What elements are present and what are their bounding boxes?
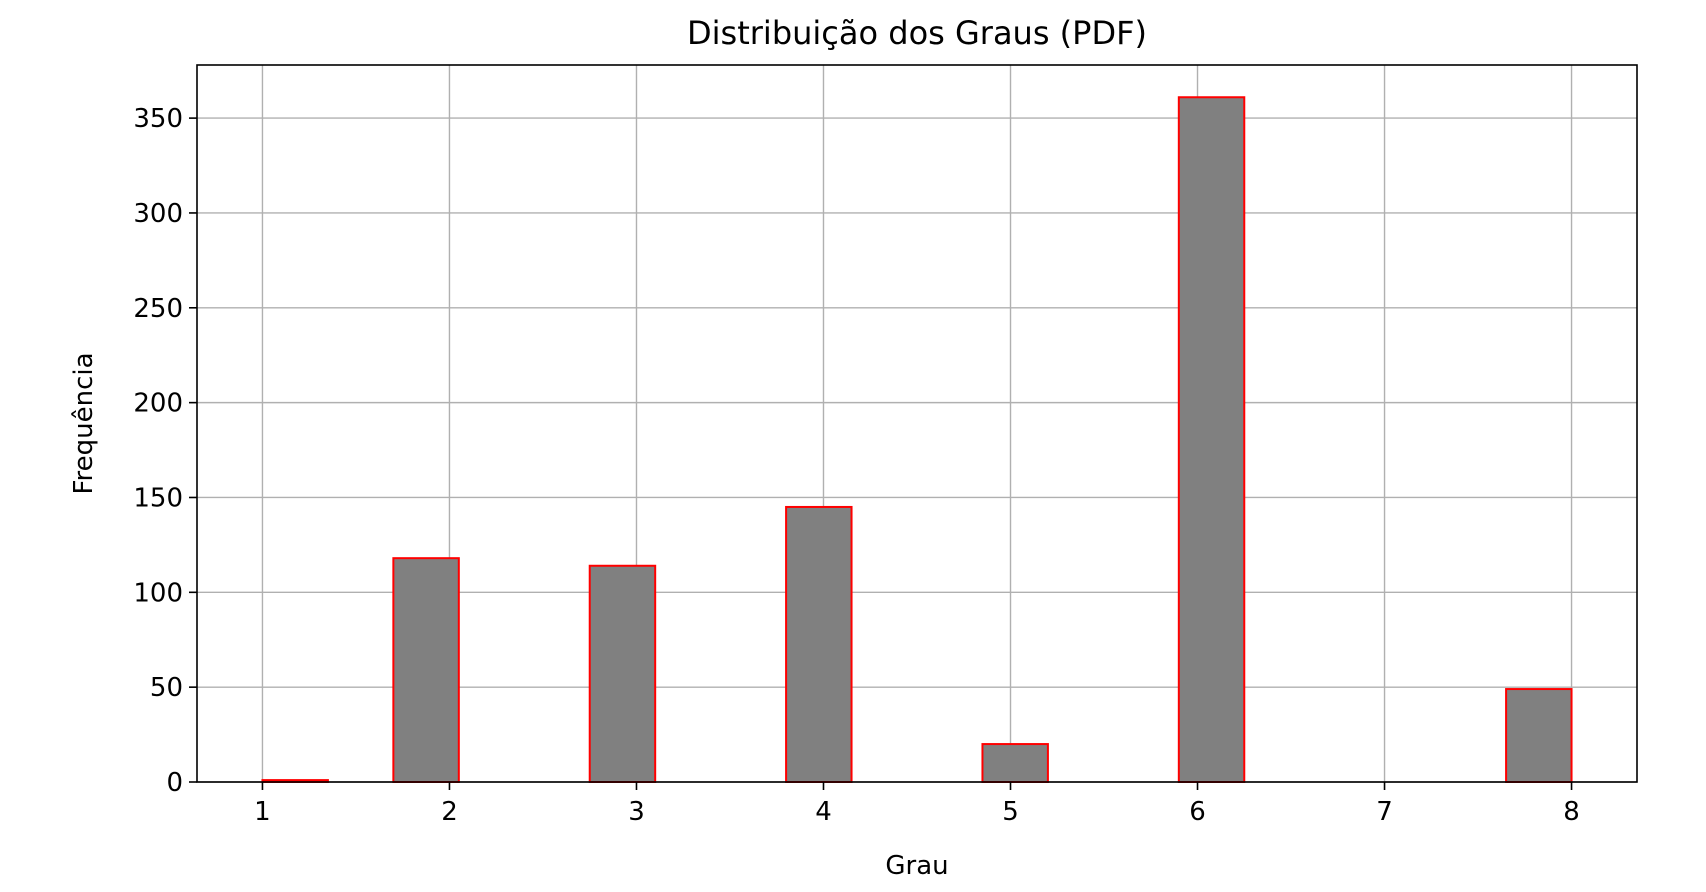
- y-tick-label: 350: [133, 104, 183, 134]
- y-axis-label: Frequência: [69, 352, 99, 494]
- histogram-bar: [981, 743, 1049, 783]
- x-tick-label: 5: [1002, 797, 1019, 827]
- histogram-bar: [588, 564, 657, 783]
- x-tick-label: 7: [1376, 797, 1393, 827]
- histogram-bars: [261, 96, 1573, 784]
- histogram-bar: [392, 557, 460, 784]
- x-tick-label: 8: [1563, 797, 1580, 827]
- x-tick-label: 4: [815, 797, 832, 827]
- x-axis-label: Grau: [885, 851, 948, 881]
- x-tick-label: 2: [441, 797, 458, 827]
- y-tick-label: 300: [133, 199, 183, 229]
- axis-ticks: 1 2 3 4 5 6 7 8 0 50 100 150 200 250 300 350: [133, 104, 1579, 827]
- histogram-bar: [1505, 688, 1573, 783]
- x-tick-label: 1: [254, 797, 271, 827]
- histogram-bar: [785, 505, 853, 783]
- chart-title: Distribuição dos Graus (PDF): [687, 14, 1147, 52]
- x-tick-label: 6: [1189, 797, 1206, 827]
- x-tick-label: 3: [628, 797, 645, 827]
- y-tick-label: 50: [150, 673, 183, 703]
- plot-frame: [196, 64, 1638, 783]
- y-tick-label: 100: [133, 578, 183, 608]
- y-tick-label: 0: [166, 768, 183, 798]
- y-tick-label: 200: [133, 389, 183, 419]
- histogram-bar: [1177, 96, 1246, 783]
- y-tick-label: 250: [133, 294, 183, 324]
- y-tick-label: 150: [133, 483, 183, 513]
